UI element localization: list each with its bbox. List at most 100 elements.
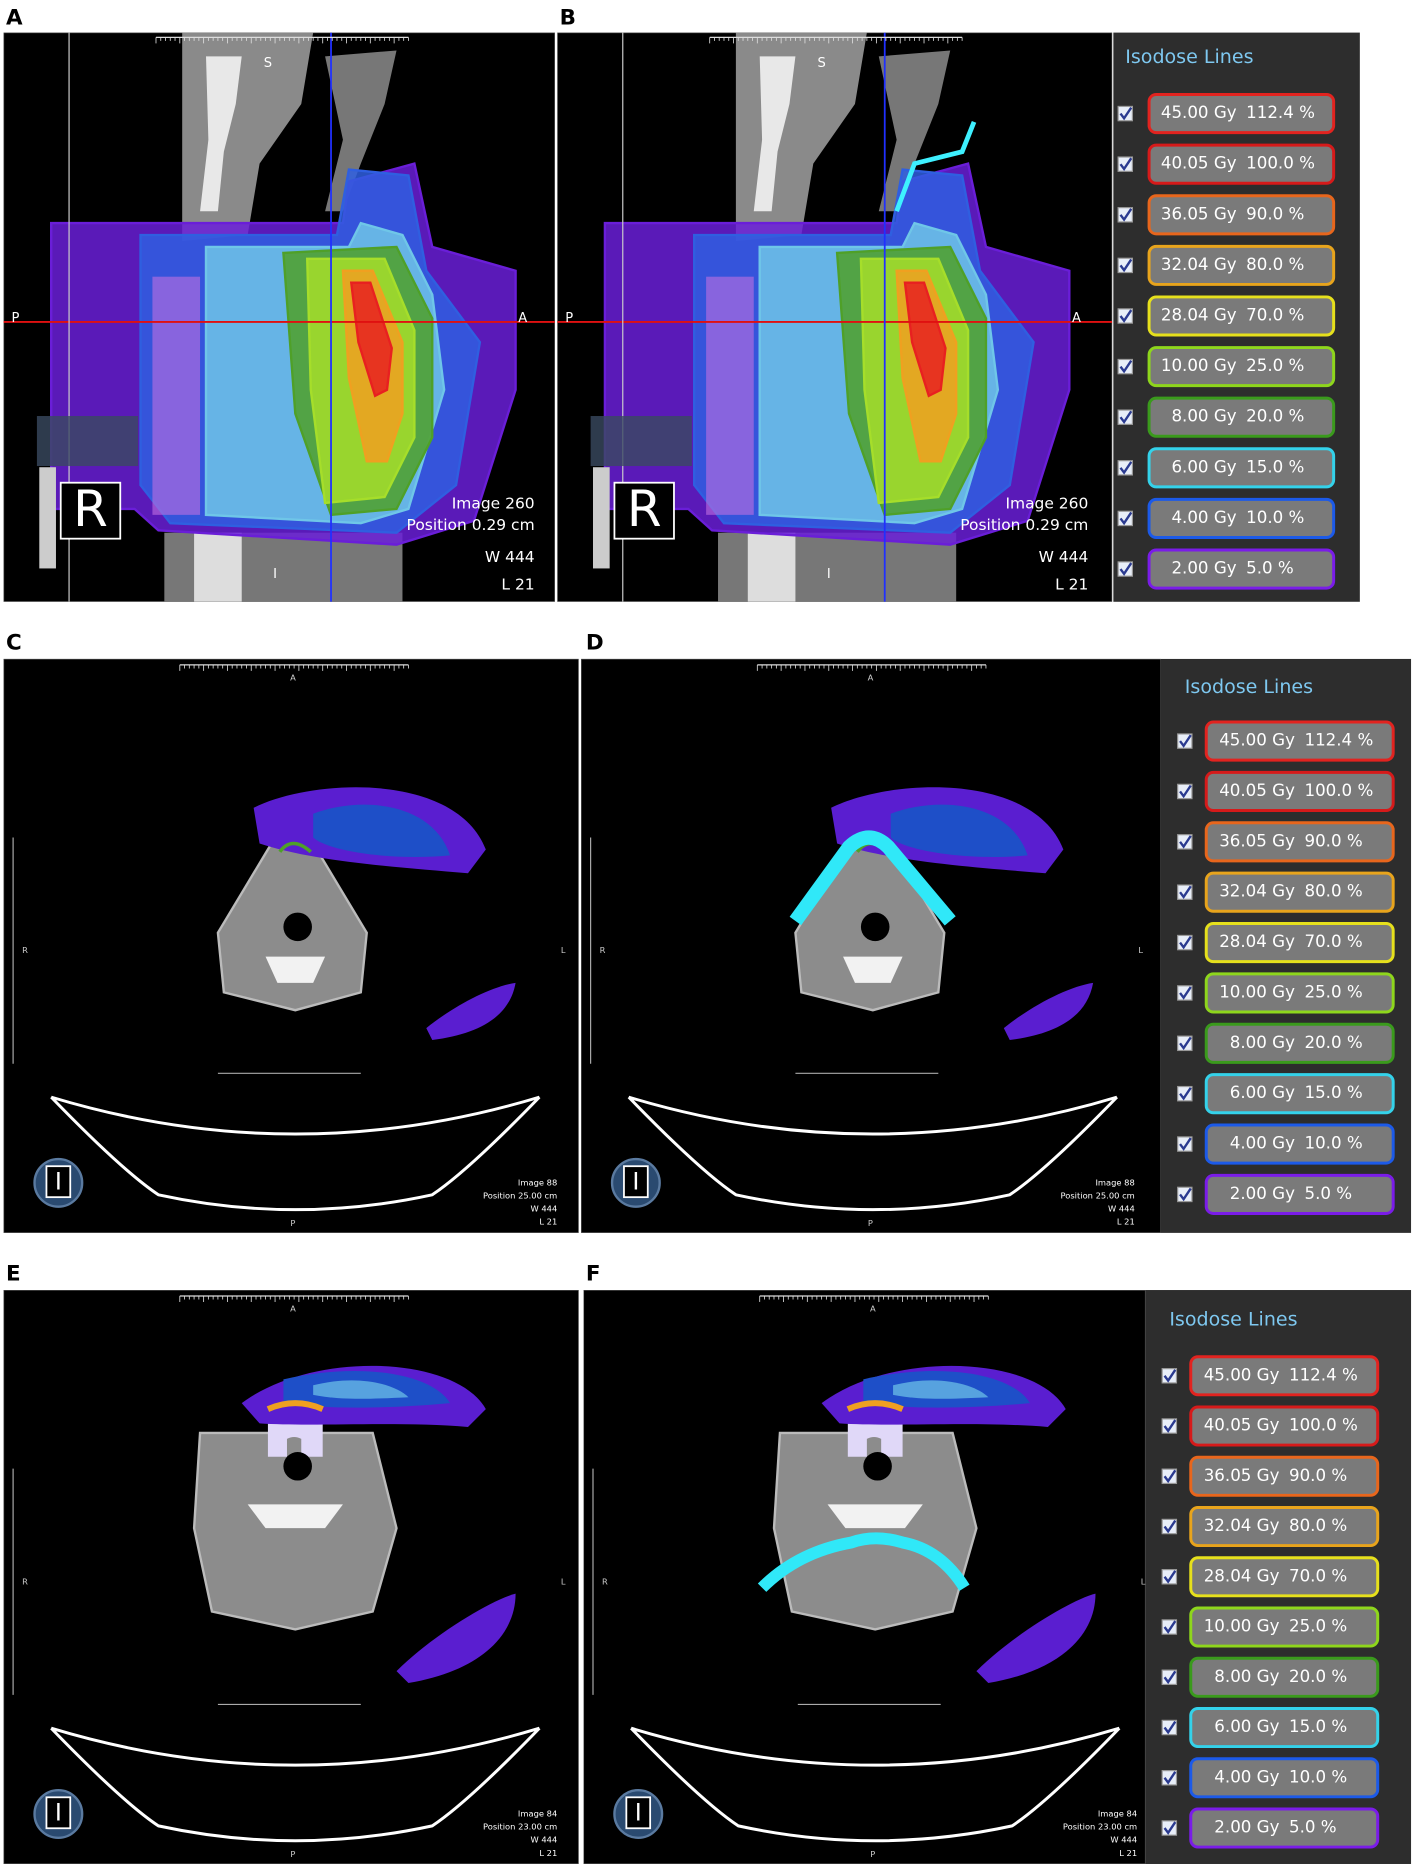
checkmark [1163, 1720, 1177, 1735]
isodose-dose: 8.00 Gy [1171, 407, 1236, 426]
orientation-label: P [12, 311, 20, 326]
isodose-button[interactable] [1189, 1656, 1380, 1698]
isodose-dose: 32.04 Gy [1219, 882, 1295, 901]
image-info: Position 23.00 cm [483, 1822, 557, 1832]
isodose-dose: 36.05 Gy [1219, 831, 1295, 850]
window-bar [592, 467, 610, 569]
isodose-button[interactable] [1204, 1123, 1395, 1165]
isodose-percent: 70.0 % [1289, 1566, 1347, 1585]
isodose-title: Isodose Lines [1185, 676, 1313, 698]
isodose-button[interactable] [1204, 720, 1395, 762]
checkmark [1119, 461, 1133, 475]
isodose-title: Isodose Lines [1169, 1308, 1297, 1330]
isodose-dose: 4.00 Gy [1171, 508, 1236, 527]
isodose-button[interactable] [1147, 447, 1336, 489]
isodose-button[interactable] [1189, 1757, 1380, 1799]
ct-airway [863, 1451, 892, 1481]
orientation-label: R [600, 945, 606, 955]
checkmark [1163, 1670, 1177, 1685]
image-info: W 444 [530, 1835, 557, 1845]
checkmark [1163, 1419, 1177, 1433]
orientation-label: R [602, 1576, 608, 1586]
dose-cloud [349, 281, 393, 398]
checkmark [1119, 410, 1133, 425]
image-info: Image 84 [518, 1808, 557, 1818]
isodose-button[interactable] [1147, 497, 1336, 539]
isodose-button[interactable] [1147, 346, 1336, 388]
isodose-button[interactable] [1204, 922, 1395, 964]
couch [50, 1726, 541, 1843]
isodose-dose: 28.04 Gy [1161, 305, 1237, 324]
isodose-dose: 45.00 Gy [1204, 1365, 1280, 1384]
isodose-button[interactable] [1189, 1405, 1380, 1447]
ct-bone [753, 56, 796, 212]
structure-contour [894, 121, 977, 213]
isodose-button[interactable] [1147, 244, 1336, 286]
dose-cloud [426, 982, 516, 1040]
checkmark [1179, 885, 1192, 900]
ct-bone [200, 56, 242, 212]
isodose-panel: Isodose Lines 45.00 Gy 112.4 % 40.05 Gy 100.… [1145, 1290, 1412, 1864]
isodose-dose: 10.00 Gy [1161, 356, 1237, 375]
image-viewport: S P A I R Image 260 Position 0.29 cm W 444 L 21 [557, 32, 1113, 602]
ct-head [192, 1431, 398, 1631]
checkmark [1163, 1821, 1177, 1835]
isodose-button[interactable] [1204, 1022, 1395, 1064]
isodose-dose: 2.00 Gy [1171, 559, 1236, 578]
isodose-button[interactable] [1147, 548, 1336, 590]
isodose-button[interactable] [1189, 1807, 1380, 1849]
checkmark [1119, 359, 1133, 374]
isodose-dose: 45.00 Gy [1219, 731, 1295, 750]
image-info: L 21 [501, 576, 534, 594]
isodose-percent: 5.0 % [1246, 559, 1294, 578]
isodose-dose: 32.04 Gy [1204, 1516, 1280, 1535]
isodose-dose: 32.04 Gy [1161, 255, 1237, 274]
isodose-dose: 8.00 Gy [1230, 1033, 1295, 1052]
isodose-button[interactable] [1189, 1556, 1380, 1598]
orientation-label: P [290, 1849, 295, 1859]
structure-contour [266, 1400, 324, 1412]
orientation-label: S [264, 56, 272, 71]
isodose-percent: 90.0 % [1289, 1466, 1347, 1485]
image-info: W 444 [1108, 1204, 1135, 1214]
isodose-button[interactable] [1204, 821, 1395, 863]
isodose-dose: 40.05 Gy [1204, 1416, 1280, 1435]
orientation-label: R [22, 1576, 28, 1586]
isodose-button[interactable] [1147, 143, 1336, 185]
marker-letter: R [73, 480, 108, 538]
isodose-button[interactable] [1189, 1706, 1380, 1749]
isodose-button[interactable] [1189, 1455, 1380, 1497]
isodose-button[interactable] [1147, 93, 1336, 135]
isodose-button[interactable] [1204, 1173, 1395, 1215]
isodose-dose: 36.05 Gy [1204, 1466, 1280, 1485]
isodose-button[interactable] [1204, 1073, 1395, 1115]
isodose-button[interactable] [1204, 770, 1395, 813]
isodose-panel: Isodose Lines 45.00 Gy 112.4 % 40.05 Gy 100.… [1160, 658, 1412, 1233]
image-info: L 21 [539, 1217, 557, 1227]
isodose-button[interactable] [1189, 1505, 1380, 1548]
isodose-button[interactable] [1189, 1606, 1380, 1648]
marker-letter: I [632, 1167, 639, 1195]
image-info: Position 0.29 cm [407, 516, 535, 534]
isodose-dose: 45.00 Gy [1161, 103, 1237, 122]
image-info: W 444 [1110, 1835, 1137, 1845]
window-bar [39, 467, 56, 569]
isodose-button[interactable] [1189, 1355, 1380, 1397]
couch [630, 1726, 1121, 1843]
isodose-button[interactable] [1204, 972, 1395, 1014]
isodose-percent: 100.0 % [1289, 1416, 1358, 1435]
orientation-label: A [868, 672, 874, 682]
image-info: Image 84 [1098, 1808, 1137, 1818]
image-info: W 444 [1039, 548, 1089, 566]
dose-cloud [893, 1380, 989, 1399]
marker-letter: I [55, 1798, 62, 1826]
isodose-title: Isodose Lines [1125, 46, 1253, 68]
isodose-button[interactable] [1147, 295, 1336, 337]
isodose-button[interactable] [1204, 871, 1395, 913]
structure-cord [267, 1414, 323, 1457]
dose-cloud [903, 281, 947, 398]
isodose-button[interactable] [1147, 396, 1336, 438]
isodose-button[interactable] [1147, 194, 1336, 236]
panel-label: A [6, 5, 23, 30]
